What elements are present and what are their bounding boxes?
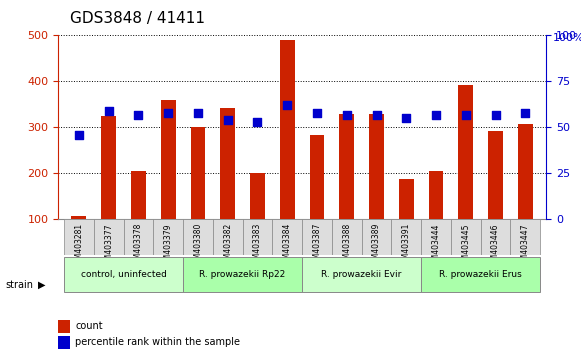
FancyBboxPatch shape	[421, 219, 451, 255]
Bar	[369, 114, 384, 219]
Text: GSM403444: GSM403444	[432, 223, 440, 269]
FancyBboxPatch shape	[511, 219, 540, 255]
Text: GSM403383: GSM403383	[253, 223, 262, 269]
Text: GSM403382: GSM403382	[223, 223, 232, 269]
Bar	[131, 171, 146, 219]
Text: percentile rank within the sample: percentile rank within the sample	[75, 337, 240, 347]
Text: GSM403388: GSM403388	[342, 223, 352, 269]
Text: GSM403446: GSM403446	[491, 223, 500, 269]
FancyBboxPatch shape	[124, 219, 153, 255]
Bar	[399, 179, 414, 219]
FancyBboxPatch shape	[64, 219, 94, 255]
Point	[461, 112, 471, 118]
Point	[282, 103, 292, 108]
Text: GSM403378: GSM403378	[134, 223, 143, 269]
FancyBboxPatch shape	[213, 219, 243, 255]
Text: R. prowazekii Rp22: R. prowazekii Rp22	[199, 270, 286, 279]
Point	[431, 112, 440, 118]
FancyBboxPatch shape	[421, 257, 540, 292]
Bar	[220, 108, 235, 219]
Text: GSM403379: GSM403379	[164, 223, 173, 269]
Bar	[429, 171, 443, 219]
FancyBboxPatch shape	[243, 219, 272, 255]
Text: GSM403380: GSM403380	[193, 223, 202, 269]
Point	[164, 110, 173, 115]
Bar	[191, 127, 206, 219]
Point	[253, 119, 262, 125]
FancyBboxPatch shape	[94, 219, 124, 255]
Bar	[101, 116, 116, 219]
Point	[401, 115, 411, 121]
Bar	[280, 40, 295, 219]
FancyBboxPatch shape	[361, 219, 392, 255]
FancyBboxPatch shape	[451, 219, 480, 255]
Text: R. prowazekii Erus: R. prowazekii Erus	[439, 270, 522, 279]
Text: ▶: ▶	[38, 280, 45, 290]
Bar	[488, 131, 503, 219]
Text: GSM403447: GSM403447	[521, 223, 530, 269]
FancyBboxPatch shape	[302, 257, 421, 292]
Point	[372, 112, 381, 118]
Text: count: count	[75, 321, 103, 331]
Point	[223, 117, 232, 123]
FancyBboxPatch shape	[302, 219, 332, 255]
Text: strain: strain	[6, 280, 34, 290]
FancyBboxPatch shape	[272, 219, 302, 255]
FancyBboxPatch shape	[64, 257, 183, 292]
Text: GDS3848 / 41411: GDS3848 / 41411	[70, 11, 205, 26]
Text: GSM403391: GSM403391	[402, 223, 411, 269]
FancyBboxPatch shape	[392, 219, 421, 255]
Point	[313, 110, 322, 115]
Text: GSM403281: GSM403281	[74, 223, 84, 269]
FancyBboxPatch shape	[480, 219, 511, 255]
Text: R. prowazekii Evir: R. prowazekii Evir	[321, 270, 402, 279]
Text: GSM403445: GSM403445	[461, 223, 470, 269]
Bar	[339, 114, 354, 219]
Text: GSM403377: GSM403377	[104, 223, 113, 269]
Bar	[310, 135, 324, 219]
Bar	[71, 216, 87, 219]
Point	[491, 112, 500, 118]
FancyBboxPatch shape	[153, 219, 183, 255]
Point	[74, 132, 84, 138]
Bar	[161, 100, 175, 219]
Text: 100%: 100%	[553, 33, 581, 42]
Bar	[458, 85, 474, 219]
Point	[193, 110, 203, 115]
Text: GSM403387: GSM403387	[313, 223, 321, 269]
Point	[134, 112, 143, 118]
Point	[521, 110, 530, 115]
Bar	[250, 173, 265, 219]
Bar	[58, 336, 70, 349]
Point	[342, 112, 352, 118]
FancyBboxPatch shape	[332, 219, 361, 255]
Point	[104, 108, 113, 114]
Text: GSM403384: GSM403384	[283, 223, 292, 269]
Text: control, uninfected: control, uninfected	[81, 270, 167, 279]
FancyBboxPatch shape	[183, 219, 213, 255]
Bar	[58, 320, 70, 333]
FancyBboxPatch shape	[183, 257, 302, 292]
Bar	[518, 124, 533, 219]
Text: GSM403389: GSM403389	[372, 223, 381, 269]
